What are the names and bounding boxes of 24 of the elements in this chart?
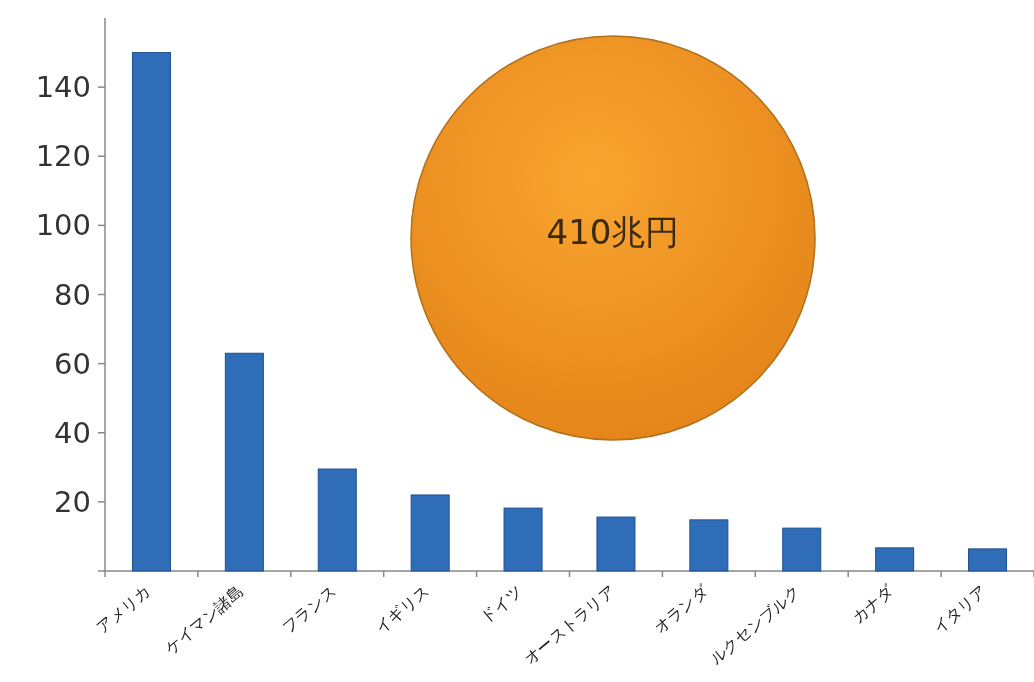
x-tick-label: フランス bbox=[278, 581, 340, 638]
y-tick-label: 40 bbox=[54, 415, 91, 450]
x-tick-label: イギリス bbox=[371, 581, 433, 638]
annotation: 410兆円 bbox=[546, 212, 680, 252]
bar bbox=[689, 519, 729, 572]
y-tick-label: 100 bbox=[35, 208, 91, 243]
y-tick-label: 60 bbox=[54, 346, 91, 381]
bar bbox=[875, 547, 915, 572]
y-tick-label: 80 bbox=[54, 277, 91, 312]
x-tick-label: ケイマン諸島 bbox=[161, 581, 247, 658]
bar bbox=[131, 52, 171, 572]
bar bbox=[503, 507, 543, 572]
bar bbox=[317, 468, 357, 572]
y-tick-label: 20 bbox=[54, 484, 91, 519]
bar bbox=[410, 494, 450, 572]
bar bbox=[782, 527, 822, 572]
y-tick-label: 140 bbox=[35, 70, 91, 105]
y-tick-label: 120 bbox=[35, 139, 91, 174]
bar bbox=[596, 516, 636, 572]
x-tick-label: イタリア bbox=[928, 581, 991, 638]
x-tick-label: アメリカ bbox=[92, 581, 155, 638]
bar bbox=[224, 352, 264, 572]
bar bbox=[968, 548, 1008, 572]
x-tick-label: カナダ bbox=[848, 580, 898, 627]
